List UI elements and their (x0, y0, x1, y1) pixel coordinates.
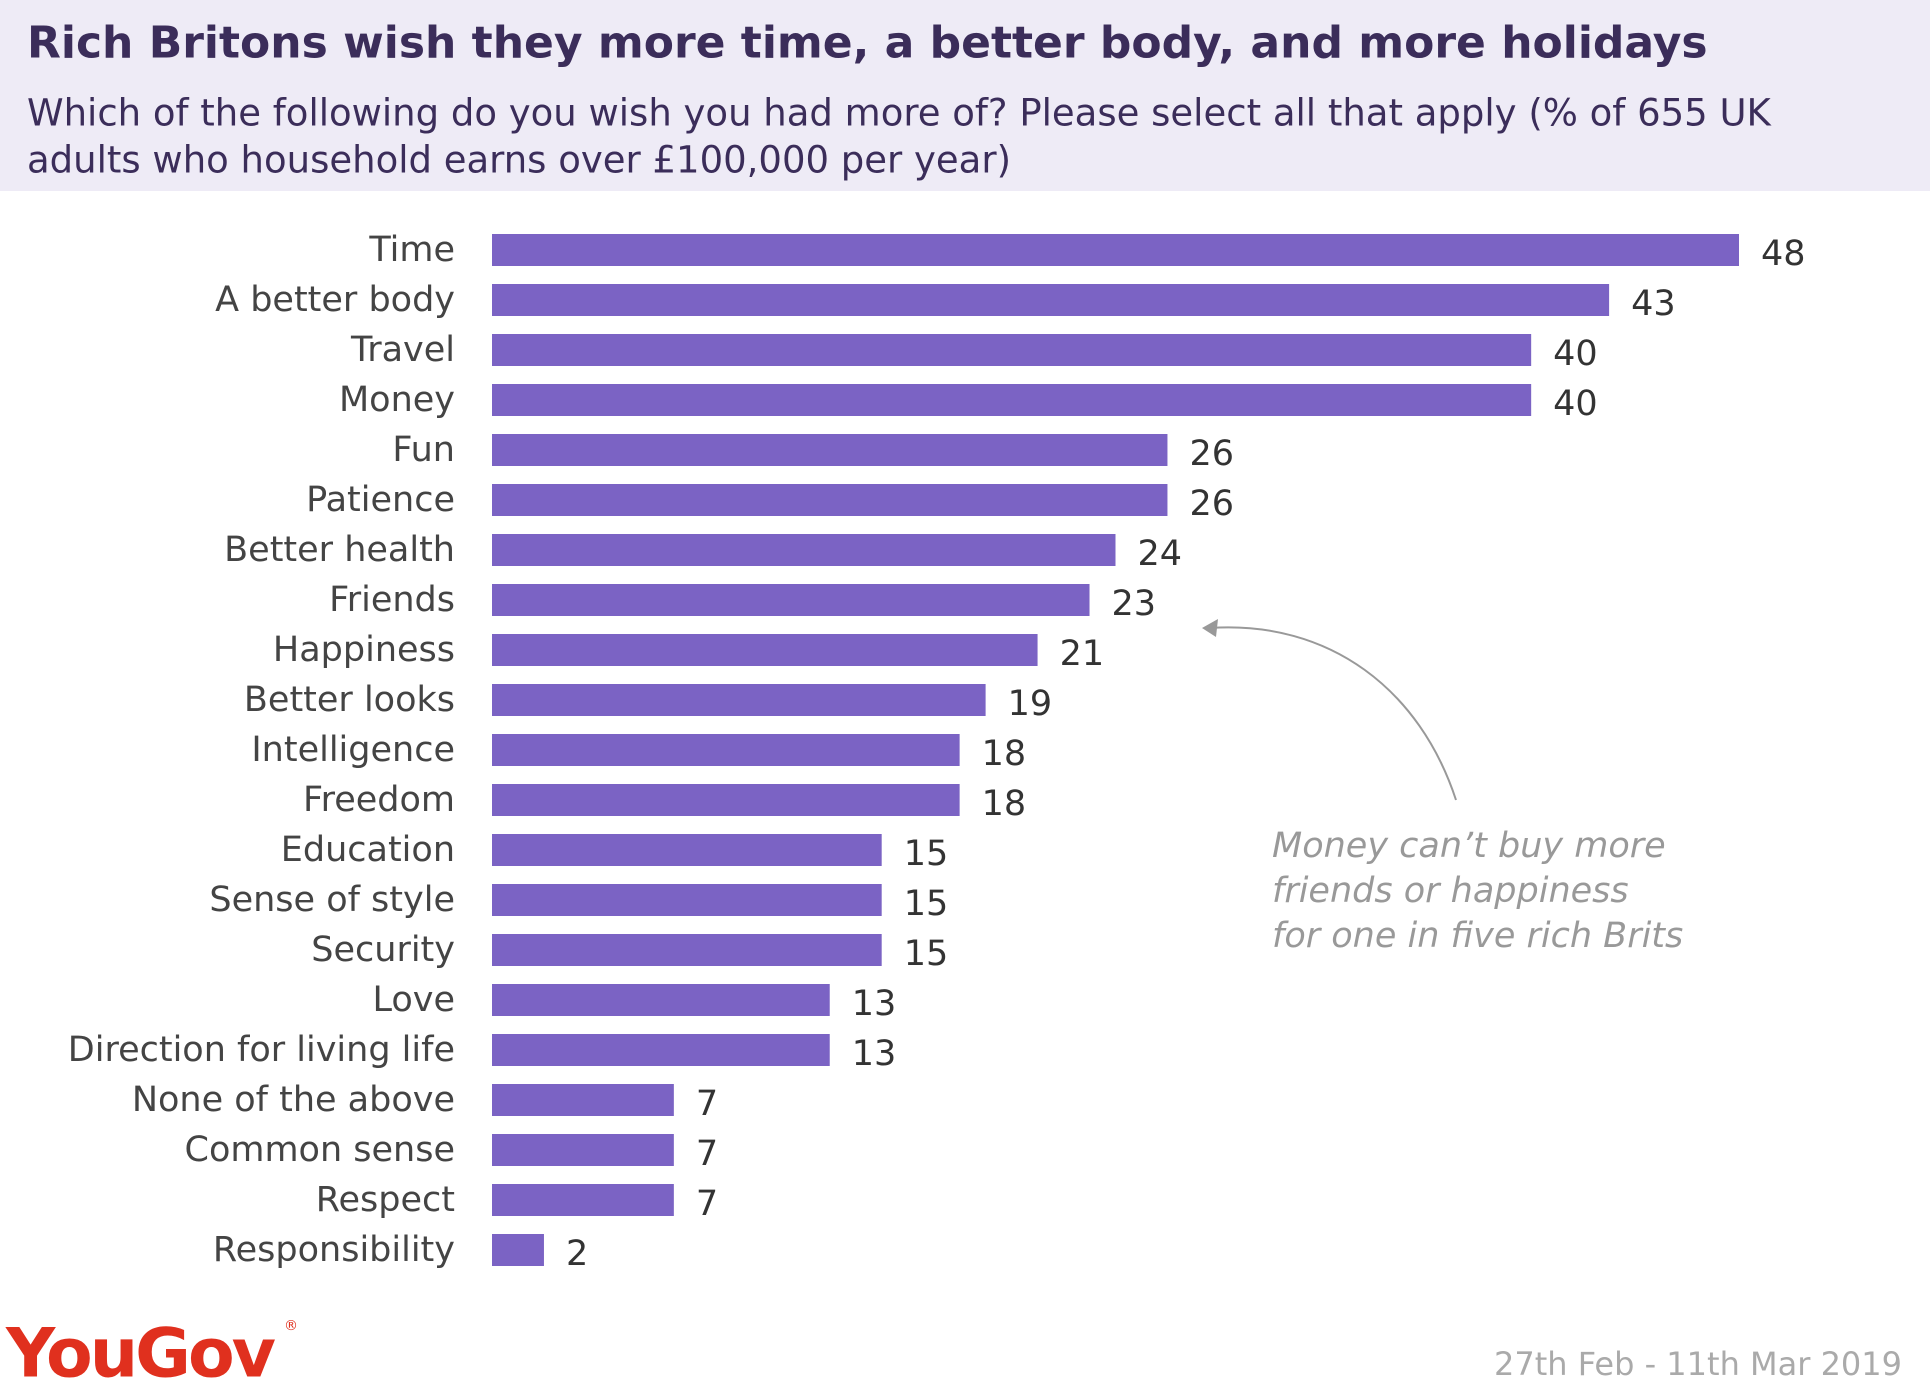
bar (492, 484, 1168, 516)
category-label: Time (368, 230, 455, 270)
category-label: Love (372, 980, 455, 1020)
bar (492, 1134, 674, 1166)
bar (492, 834, 882, 866)
category-label: None of the above (132, 1080, 455, 1120)
category-label: Direction for living life (68, 1030, 455, 1070)
bar (492, 234, 1739, 266)
category-label: Patience (306, 480, 455, 520)
bar (492, 1184, 674, 1216)
value-label: 40 (1553, 384, 1598, 424)
value-label: 43 (1631, 284, 1676, 324)
bar (492, 1084, 674, 1116)
category-label: Travel (350, 330, 455, 370)
value-label: 13 (852, 1034, 897, 1074)
category-label: Common sense (185, 1130, 455, 1170)
category-label: Intelligence (251, 730, 455, 770)
bar (492, 734, 960, 766)
bar (492, 1234, 544, 1266)
value-label: 26 (1189, 434, 1234, 474)
value-label: 48 (1761, 234, 1806, 274)
value-label: 15 (904, 884, 949, 924)
category-label: Responsibility (213, 1230, 455, 1270)
category-label: Fun (392, 430, 455, 470)
bar (492, 884, 882, 916)
bar (492, 584, 1090, 616)
value-label: 26 (1189, 484, 1234, 524)
value-label: 15 (904, 934, 949, 974)
value-label: 15 (904, 834, 949, 874)
bar (492, 434, 1168, 466)
category-label: Education (281, 830, 455, 870)
bar (492, 1034, 830, 1066)
bar (492, 784, 960, 816)
category-label: Security (311, 930, 455, 970)
value-label: 18 (982, 784, 1027, 824)
value-label: 13 (852, 984, 897, 1024)
category-label: Freedom (303, 780, 455, 820)
bar (492, 934, 882, 966)
category-label: Happiness (273, 630, 455, 670)
logo: YouGov (5, 1315, 276, 1391)
category-label: Respect (316, 1180, 455, 1220)
category-label: Friends (329, 580, 455, 620)
value-label: 21 (1060, 634, 1105, 674)
value-label: 2 (566, 1234, 588, 1274)
arrow-head (1202, 619, 1218, 637)
value-label: 40 (1553, 334, 1598, 374)
chart-subtitle: Which of the following do you wish you h… (27, 92, 1773, 135)
logo-mark: ® (284, 1318, 298, 1334)
annotation: Money can’t buy more (1272, 826, 1666, 866)
annotation: for one in five rich Brits (1272, 916, 1683, 956)
value-label: 23 (1112, 584, 1157, 624)
category-label: Money (339, 380, 455, 420)
value-label: 7 (696, 1134, 718, 1174)
date: 27th Feb - 11th Mar 2019 (1494, 1345, 1902, 1383)
bar (492, 334, 1532, 366)
chart-title: Rich Britons wish they more time, a bett… (27, 18, 1708, 69)
value-label: 18 (982, 734, 1027, 774)
value-label: 19 (1008, 684, 1053, 724)
category-label: A better body (215, 280, 455, 320)
bar (492, 634, 1038, 666)
category-label: Better looks (244, 680, 455, 720)
bar (492, 984, 830, 1016)
bar (492, 284, 1610, 316)
value-label: 24 (1138, 534, 1183, 574)
header-band (0, 0, 1930, 191)
annotation: friends or happiness (1272, 871, 1629, 911)
bar (492, 534, 1116, 566)
category-label: Better health (224, 530, 455, 570)
annotation-arrow (1209, 626, 1457, 801)
value-label: 7 (696, 1084, 718, 1124)
value-label: 7 (696, 1184, 718, 1224)
bar (492, 684, 986, 716)
chart-subtitle: adults who household earns over £100,000… (27, 139, 1011, 182)
category-label: Sense of style (209, 880, 455, 920)
bar (492, 384, 1532, 416)
